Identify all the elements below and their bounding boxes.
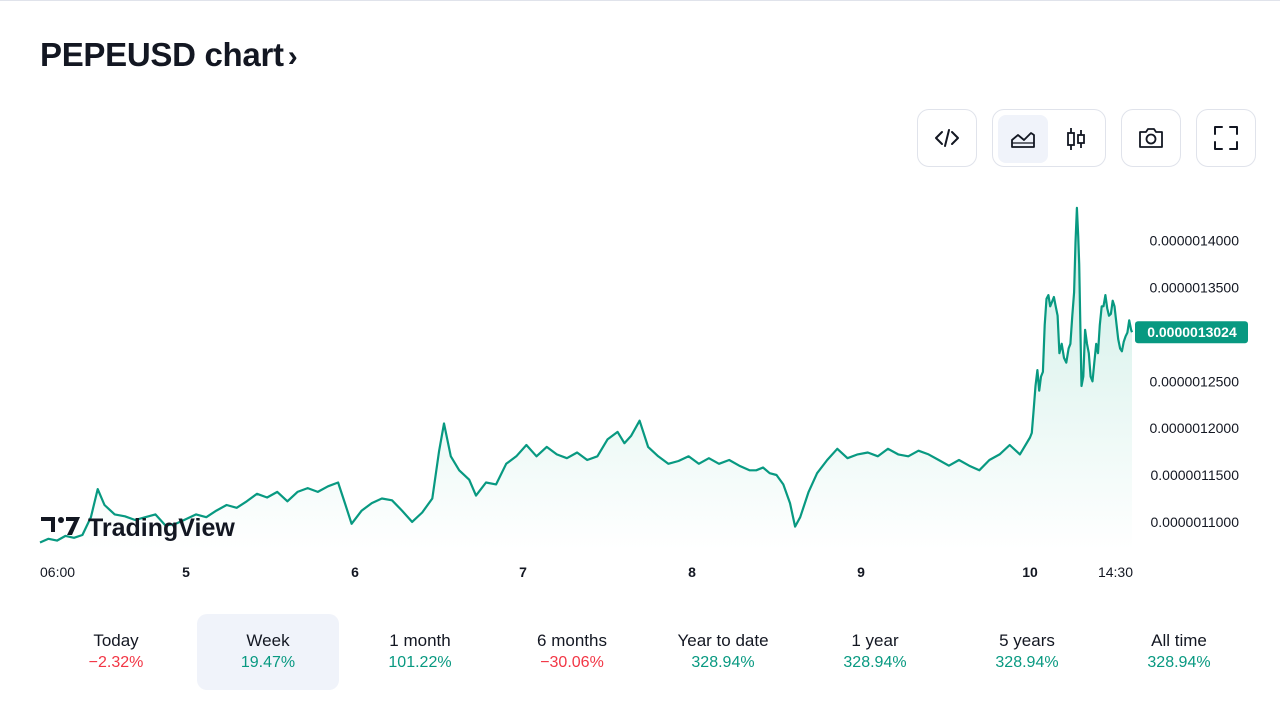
code-icon [935,129,959,147]
range-change-value: 328.94% [1147,654,1211,671]
range-all-time[interactable]: All time 328.94% [1108,614,1250,690]
title-text: PEPEUSD chart [40,36,284,73]
range-6-months[interactable]: 6 months −30.06% [501,614,643,690]
x-tick-label: 7 [519,564,527,580]
candlestick-style-button[interactable] [1051,115,1101,163]
tradingview-mark-icon [41,517,80,535]
fullscreen-icon [1214,126,1238,150]
range-change-value: 328.94% [843,654,907,671]
y-tick-label: 0.0000011000 [1151,514,1240,530]
price-chart[interactable]: 0.00000140000.00000135000.00000130000.00… [0,0,1280,600]
range-week[interactable]: Week 19.47% [197,614,339,690]
y-tick-label: 0.0000012000 [1149,420,1239,436]
range-year-to-date[interactable]: Year to date 328.94% [652,614,794,690]
chart-style-group [992,109,1106,167]
chevron-right-icon: › [287,40,298,73]
camera-icon [1139,128,1163,148]
range-label: Week [246,631,290,650]
range-change-value: 19.47% [240,654,296,671]
x-axis: 06:00 5 6 7 8 9 10 14:30 [40,564,1133,580]
tradingview-logo: TradingView [41,514,235,542]
area-style-button[interactable] [998,115,1048,163]
x-tick-label: 10 [1022,564,1038,580]
x-tick-label: 06:00 [40,564,75,580]
y-tick-label: 0.0000014000 [1149,233,1239,249]
x-tick-label: 5 [182,564,190,580]
snapshot-button[interactable] [1121,109,1181,167]
price-line [39,206,1134,544]
tradingview-wordmark: TradingView [88,514,235,542]
range-label: 1 month [389,631,451,650]
range-1-month[interactable]: 1 month 101.22% [349,614,491,690]
x-tick-label: 9 [857,564,865,580]
page-title[interactable]: PEPEUSD chart › [40,36,298,74]
x-tick-label: 6 [351,564,359,580]
fullscreen-button[interactable] [1196,109,1256,167]
range-change-value: 328.94% [691,654,755,671]
area-chart-icon [1011,132,1035,148]
price-area-fill [40,207,1132,550]
embed-button[interactable] [917,109,977,167]
range-change-value: 328.94% [995,654,1059,671]
top-divider [0,0,1280,1]
range-change-value: −30.06% [540,654,604,671]
last-price-label: 0.0000013024 [1147,324,1237,340]
x-tick-label: 14:30 [1098,564,1133,580]
x-tick-label: 8 [688,564,696,580]
y-tick-label: 0.0000013500 [1149,280,1239,296]
range-5-years[interactable]: 5 years 328.94% [956,614,1098,690]
range-today[interactable]: Today −2.32% [45,614,187,690]
range-label: Today [93,631,139,650]
range-change-value: 101.22% [388,654,452,671]
y-tick-label: 0.0000011500 [1151,467,1240,483]
y-axis: 0.00000140000.00000135000.00000130000.00… [1149,233,1239,530]
y-tick-label: 0.0000012500 [1149,373,1239,389]
range-1-year[interactable]: 1 year 328.94% [804,614,946,690]
range-label: All time [1151,631,1207,650]
range-label: 6 months [537,631,607,650]
range-label: 5 years [999,631,1055,650]
last-price-badge: 0.0000013024 [1135,321,1248,344]
range-label: Year to date [677,631,769,650]
range-label: 1 year [851,631,899,650]
range-change-value: −2.32% [88,654,144,671]
candlestick-icon [1067,128,1085,150]
